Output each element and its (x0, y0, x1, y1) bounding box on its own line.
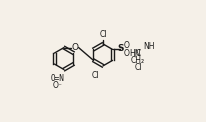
Text: O: O (71, 43, 78, 52)
Text: HN: HN (130, 49, 141, 58)
Text: Cl: Cl (99, 30, 107, 39)
Text: O: O (124, 41, 130, 50)
Text: O=N: O=N (51, 74, 65, 83)
Text: Cl: Cl (92, 71, 99, 80)
Text: C: C (136, 49, 141, 58)
Text: O⁻: O⁻ (53, 81, 63, 90)
Text: Cl: Cl (134, 63, 142, 72)
Text: NH: NH (143, 42, 154, 51)
Text: CH₂: CH₂ (131, 56, 145, 65)
Text: O: O (124, 49, 130, 58)
Text: S: S (118, 44, 124, 53)
